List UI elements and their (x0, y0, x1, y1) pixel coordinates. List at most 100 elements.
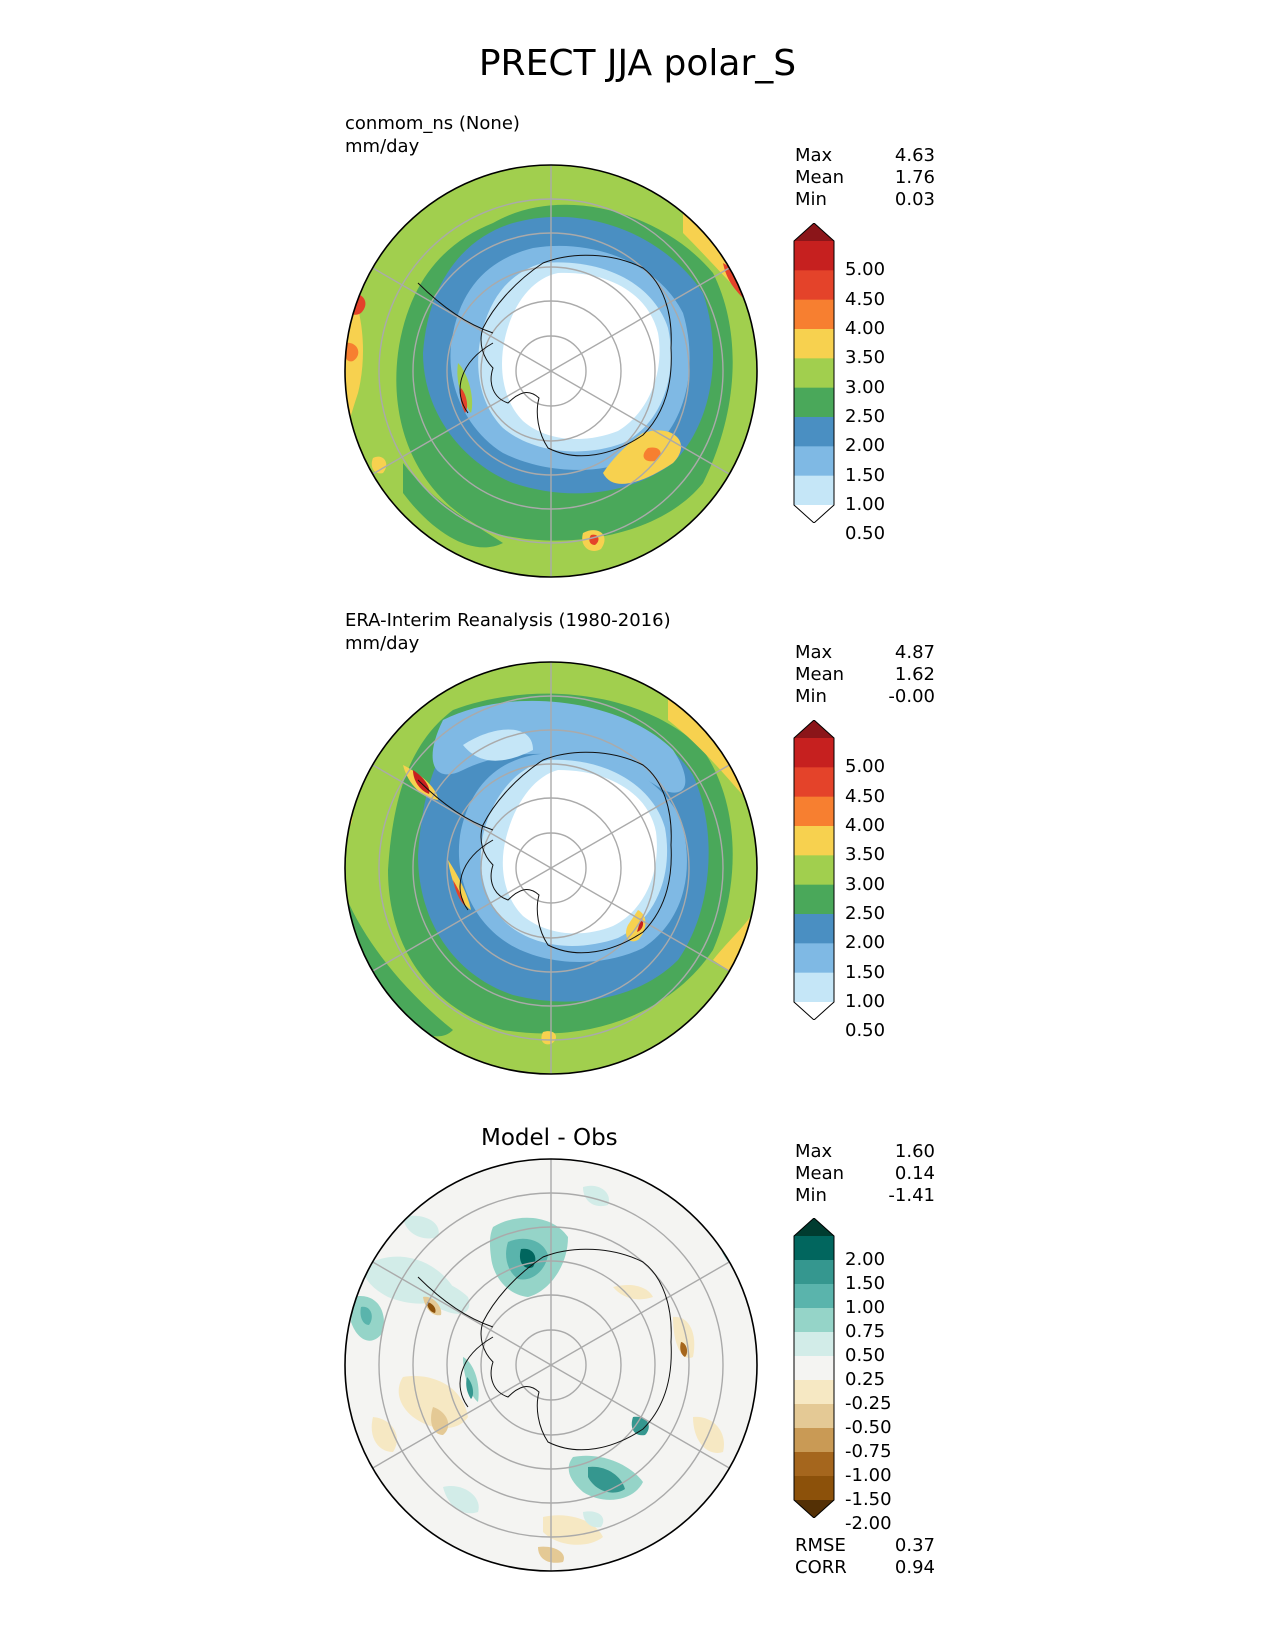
panel2-colorbar-tick-label: 1.00 (845, 991, 886, 1012)
panel2-colorbar-bin (794, 796, 834, 827)
panel1-colorbar (793, 223, 835, 523)
panel3-colorbar-bin (794, 1260, 834, 1285)
panel3-colorbar-bin (794, 1308, 834, 1333)
panel2-colorbar-bin (794, 826, 834, 856)
panel2-colorbar-tick-label: 4.50 (845, 785, 886, 807)
panel2-colorbar-bin (794, 972, 834, 1003)
panel3-colorbar-tick-label: 1.00 (845, 1297, 886, 1318)
panel3-min-label: Min (795, 1185, 827, 1206)
panel2-colorbar-tick-label: 2.00 (845, 932, 886, 954)
panel1-colorbar-bin (794, 329, 834, 359)
panel2-colorbar-tick-label: 4.00 (845, 815, 886, 836)
panel1-colorbar-tick-label: 2.50 (845, 406, 886, 427)
rmse-label: RMSE (795, 1535, 846, 1556)
panel3-polar-map (344, 1158, 758, 1572)
panel2-min-label: Min (795, 686, 827, 707)
panel1-coastline (417, 254, 672, 457)
panel1-colorbar-bin (794, 387, 834, 418)
panel3-colorbar-ticks: 2.00 1.50 1.00 0.75 0.50 0.25 -0.25 -0.50 -0.75 -… (845, 1218, 925, 1534)
panel1-colorbar-tick-label: 3.00 (845, 376, 886, 398)
panel1-colorbar-tick-label: 4.00 (845, 318, 886, 339)
panel2-colorbar-ticks: 5.00 4.50 4.00 3.50 3.00 2.50 2.00 1.50 1.00 0.50 (845, 720, 925, 1041)
panel1-colorbar-tick-label: 2.00 (845, 435, 886, 457)
panel2-colorbar-bin (794, 738, 834, 768)
panel3-max-label: Max (795, 1141, 833, 1162)
panel3-colorbar-bin (794, 1476, 834, 1501)
panel1-colorbar-tick-label: 4.50 (845, 288, 886, 310)
panel1-max-value: 4.63 (894, 145, 935, 166)
panel2-colorbar-tick-label: 2.50 (845, 903, 886, 924)
panel3-colorbar-bin (794, 1284, 834, 1309)
panel1-mean-label: Mean (795, 167, 845, 188)
panel3-title: Model - Obs (481, 1125, 618, 1151)
panel2-colorbar-extend-min (794, 1002, 834, 1020)
figure-title: PRECT JJA polar_S (478, 43, 797, 84)
panel2-colorbar-tick-label: 1.50 (845, 961, 886, 983)
panel2-colorbar-tick-label: 0.50 (845, 1020, 886, 1042)
panel3-graticule (370, 1159, 732, 1571)
panel3-colorbar-outline (793, 1218, 835, 1518)
panel3-min-value: -1.41 (888, 1185, 935, 1206)
panel1-colorbar-tick-label: 0.50 (845, 523, 886, 545)
panel2-max-value: 4.87 (894, 642, 935, 663)
panel2-colorbar-outline (793, 720, 835, 1020)
panel1-subtitle-case: conmom_ns (None) (345, 113, 520, 134)
panel3-mean-value: 0.14 (894, 1163, 935, 1184)
panel3-colorbar-tick-label: -0.50 (845, 1417, 892, 1438)
panel3-colorbar-extend-min (794, 1500, 834, 1518)
panel3-map-boundary (344, 1158, 758, 1572)
panel3-colorbar-tick-label: 0.50 (845, 1345, 886, 1366)
panel2-colorbar-extend-max (794, 720, 834, 738)
panel1-map-boundary (344, 164, 758, 578)
panel3-colorbar-bin (794, 1404, 834, 1429)
panel2-colorbar-bin (794, 914, 834, 944)
panel1-min-label: Min (795, 189, 827, 210)
panel2-colorbar-bin (794, 855, 834, 886)
panel1-max-label: Max (795, 145, 833, 166)
panel1-mean-value: 1.76 (894, 167, 935, 188)
panel3-colorbar-tick-label: -0.75 (845, 1441, 892, 1462)
panel3-max-value: 1.60 (894, 1141, 935, 1162)
panel1-colorbar-tick-label: 5.00 (845, 259, 886, 281)
panel3-colorbar-tick-label: 1.50 (845, 1273, 886, 1294)
panel2-colorbar-bin (794, 767, 834, 798)
panel3-coastline (417, 1248, 672, 1451)
panel3-colorbar-extend-max (794, 1218, 834, 1236)
panel2-colorbar-bin (794, 943, 834, 974)
panel1-colorbar-bin (794, 241, 834, 271)
panel2-colorbar-tick-label: 5.00 (845, 756, 886, 778)
panel1-subtitle-units: mm/day (345, 136, 420, 157)
panel3-colorbar-tick-label: -1.00 (845, 1465, 892, 1486)
panel2-min-value: -0.00 (888, 686, 935, 707)
panel2-subtitle-units: mm/day (345, 633, 420, 654)
panel3-mean-label: Mean (795, 1163, 845, 1184)
panel3-colorbar-tick-label: 0.75 (845, 1321, 886, 1342)
panel1-colorbar-bin (794, 358, 834, 389)
panel3-colorbar-tick-label: -0.25 (845, 1393, 892, 1414)
panel2-colorbar-bin (794, 884, 834, 915)
panel2-graticule (370, 662, 732, 1074)
panel2-stats: Max 4.87 Mean 1.62 Min -0.00 (795, 642, 935, 708)
panel2-colorbar (793, 720, 835, 1020)
panel1-colorbar-bin (794, 446, 834, 477)
panel3-colorbar-bin (794, 1236, 834, 1261)
panel3-colorbar-tick-label: -2.00 (845, 1513, 892, 1534)
panel3-colorbar-tick-label: -1.50 (845, 1489, 892, 1510)
panel2-colorbar-tick-label: 3.00 (845, 873, 886, 895)
panel1-polar-map (344, 164, 758, 578)
panel1-colorbar-bin (794, 270, 834, 301)
panel1-colorbar-tick-label: 3.50 (845, 347, 886, 369)
panel3-colorbar-bin (794, 1356, 834, 1381)
panel3-colorbar-bin (794, 1332, 834, 1357)
panel2-map-boundary (344, 661, 758, 1075)
panel2-mean-label: Mean (795, 664, 845, 685)
panel2-subtitle-dataset: ERA-Interim Reanalysis (1980-2016) (345, 610, 671, 631)
panel1-min-value: 0.03 (894, 189, 935, 210)
panel3-colorbar-bin (794, 1452, 834, 1477)
panel2-coastline (417, 751, 672, 954)
panel2-colorbar-tick-label: 3.50 (845, 844, 886, 866)
panel1-colorbar-tick-label: 1.50 (845, 464, 886, 486)
panel1-colorbar-ticks: 5.00 4.50 4.00 3.50 3.00 2.50 2.00 1.50 1.00 0.50 (845, 223, 925, 544)
panel1-colorbar-extend-min (794, 505, 834, 523)
panel1-graticule (370, 165, 732, 577)
